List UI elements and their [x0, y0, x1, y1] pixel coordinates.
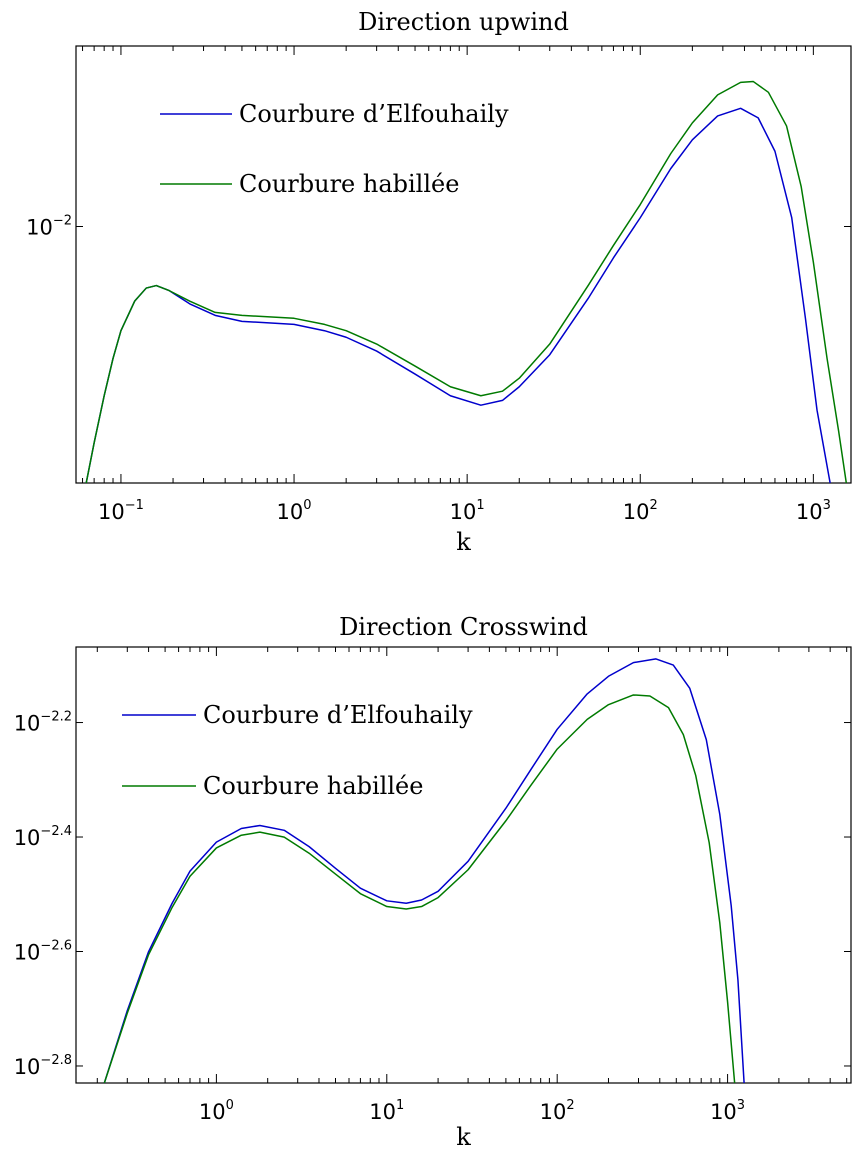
plot-frame — [75, 45, 852, 484]
x-tick-label: 10−1 — [98, 498, 144, 524]
series-line-habillee — [85, 80, 848, 483]
x-axis-label: k — [456, 528, 471, 556]
chart-title: Direction upwind — [358, 8, 569, 36]
legend-label: Courbure d’Elfouhaily — [239, 100, 509, 128]
chart-crosswind: 100 101 102 103 10−2.8 10−2.6 10−2.4 10−2.2 Dire… — [14, 613, 852, 1151]
legend-label: Courbure d’Elfouhaily — [203, 701, 473, 729]
x-tick-label: 101 — [369, 1098, 404, 1124]
series-group — [85, 80, 848, 483]
y-tick-label: 10−2.6 — [14, 938, 72, 964]
y-tick-label: 10−2.8 — [14, 1053, 72, 1079]
x-axis-label: k — [456, 1123, 471, 1151]
series-line-elfouhaily — [85, 107, 831, 483]
x-tick-label: 101 — [450, 498, 485, 524]
x-tick-label: 102 — [623, 498, 658, 524]
x-tick-label: 103 — [710, 1098, 745, 1124]
series-line-elfouhaily — [103, 658, 745, 1083]
chart-upwind: 10−1 100 101 102 103 10−2 Direction upwind k Cou… — [26, 8, 852, 556]
legend: Courbure d’Elfouhaily Courbure habillée — [160, 100, 509, 198]
x-tick-label: 100 — [199, 1098, 234, 1124]
y-tick-label: 10−2.2 — [14, 710, 72, 736]
x-tick-label: 103 — [796, 498, 831, 524]
plot-frame — [75, 646, 852, 1084]
legend-label: Courbure habillée — [239, 170, 459, 198]
x-tick-label: 102 — [540, 1098, 575, 1124]
legend-label: Courbure habillée — [203, 772, 423, 800]
chart-title: Direction Crosswind — [339, 613, 588, 641]
series-group — [103, 658, 745, 1083]
series-line-habillee — [103, 694, 736, 1083]
y-tick-label: 10−2.4 — [14, 824, 72, 850]
legend: Courbure d’Elfouhaily Courbure habillée — [122, 701, 473, 800]
x-tick-label: 100 — [277, 498, 312, 524]
y-tick-label: 10−2 — [26, 214, 72, 240]
